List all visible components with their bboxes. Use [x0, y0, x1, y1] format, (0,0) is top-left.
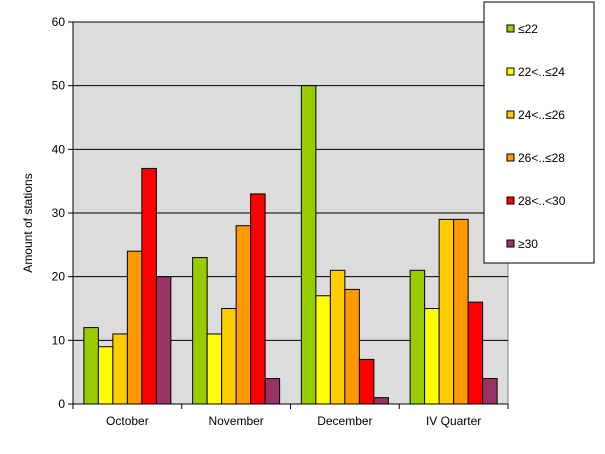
legend-swatch: [506, 196, 515, 205]
legend-swatch: [506, 24, 515, 33]
legend-label: 26<..≤28: [518, 151, 565, 165]
bar-3-3: [453, 218, 469, 405]
x-tick-label: November: [208, 414, 263, 428]
bar-3-5: [482, 378, 498, 405]
bar-2-0: [300, 85, 317, 405]
legend-label: ≥30: [518, 237, 538, 251]
bar-1-5: [264, 378, 281, 405]
legend-swatch: [506, 110, 515, 119]
legend-label: ≤22: [518, 22, 538, 36]
y-axis-title: Amount of stations: [21, 173, 35, 272]
legend-swatch: [506, 239, 515, 248]
x-tick-label: IV Quarter: [426, 414, 481, 428]
bar-0-1: [97, 346, 114, 405]
legend-label: 24<..≤26: [518, 108, 565, 122]
bars: [83, 85, 498, 405]
bar-0-4: [141, 167, 157, 405]
bar-0-3: [126, 250, 143, 405]
y-tick-label: 40: [52, 142, 66, 156]
bar-2-2: [329, 269, 346, 405]
y-tick-label: 10: [52, 333, 66, 347]
bar-2-1: [315, 295, 331, 405]
y-tick-label: 30: [52, 206, 66, 220]
bar-0-5: [155, 276, 172, 405]
bar-2-5: [373, 397, 389, 405]
bar-1-3: [235, 225, 252, 405]
bar-1-1: [206, 333, 223, 405]
legend-label: 28<..<30: [518, 194, 566, 208]
legend-box: [483, 1, 595, 264]
bar-3-4: [467, 301, 484, 405]
bar-2-4: [358, 358, 375, 405]
x-axis-ticks: October November December IV Quarter: [72, 404, 509, 428]
legend-label: 22<..≤24: [518, 65, 565, 79]
x-tick-label: December: [317, 414, 372, 428]
x-tick-label: October: [106, 414, 149, 428]
bar-3-1: [424, 308, 440, 405]
bar-3-2: [438, 218, 455, 405]
y-tick-label: 20: [52, 270, 66, 284]
bar-1-4: [250, 193, 266, 405]
legend-swatch: [506, 67, 515, 76]
bar-1-2: [221, 308, 237, 405]
bar-3-0: [409, 269, 426, 405]
bar-0-2: [112, 333, 128, 405]
bar-0-0: [83, 327, 99, 405]
bar-1-0: [192, 257, 208, 405]
y-tick-label: 0: [58, 397, 65, 411]
bar-2-3: [344, 288, 360, 405]
y-axis-ticks: 0 10 20 30 40 50 60: [52, 15, 73, 411]
legend: ≤22 22<..≤24 24<..≤26 26<..≤28 28<..<30 ≥30: [483, 1, 595, 264]
y-tick-label: 50: [52, 79, 66, 93]
legend-swatch: [506, 153, 515, 162]
y-tick-label: 60: [52, 15, 66, 29]
